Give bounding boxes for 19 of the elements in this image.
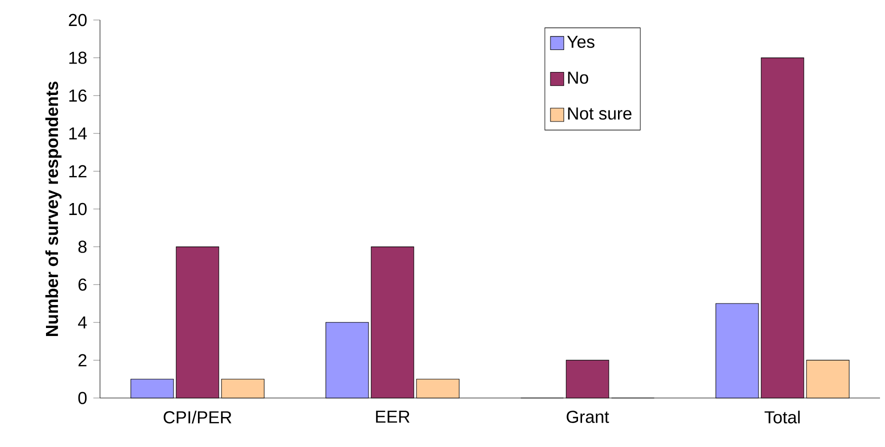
y-tick-label: 10 bbox=[69, 202, 87, 216]
legend-label: Not sure bbox=[568, 108, 632, 120]
x-tick-label: Total bbox=[764, 410, 800, 424]
y-tick-label: 18 bbox=[69, 52, 87, 64]
legend-label: No bbox=[568, 72, 588, 84]
y-tick-label: 16 bbox=[69, 89, 87, 102]
y-tick-label: 14 bbox=[69, 127, 87, 140]
y-tick-label: 8 bbox=[78, 240, 87, 253]
legend-label: Yes bbox=[567, 36, 594, 48]
x-tick-label: EER bbox=[376, 410, 410, 423]
x-tick-label: Grant bbox=[566, 410, 610, 423]
y-tick-label: 20 bbox=[68, 14, 87, 26]
y-tick-label: 6 bbox=[78, 278, 87, 291]
y-tick-label: 4 bbox=[78, 316, 87, 328]
y-tick-label: 0 bbox=[78, 392, 87, 404]
y-tick-label: 2 bbox=[78, 354, 86, 366]
x-tick-label: CPI/PER bbox=[164, 410, 232, 424]
y-tick-label: 12 bbox=[69, 165, 86, 178]
y-axis-title: Number of survey respondents bbox=[45, 82, 62, 336]
